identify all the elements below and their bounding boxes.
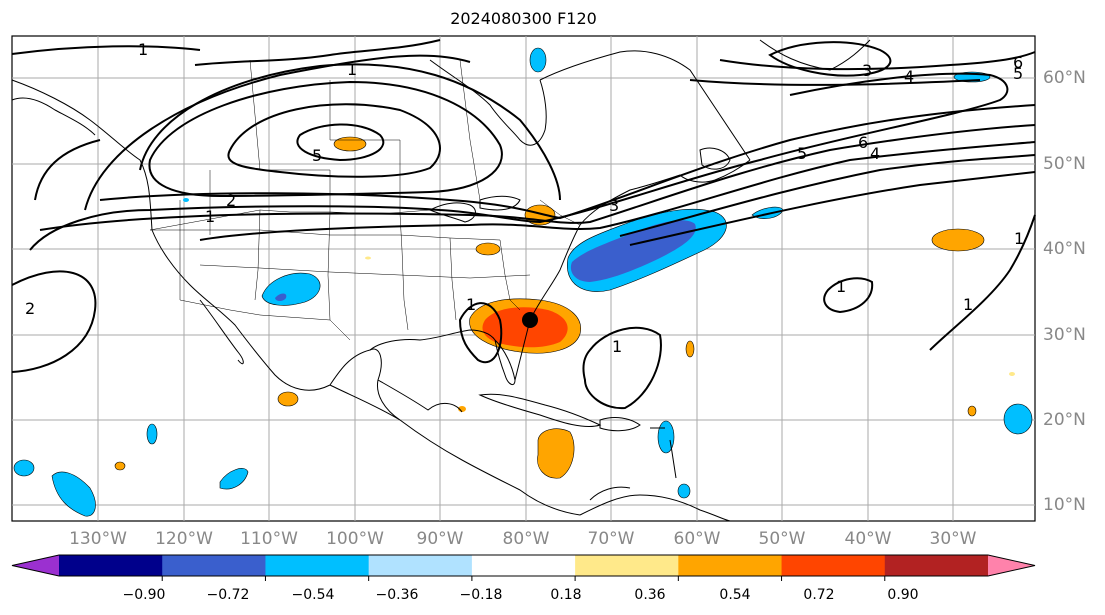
colorbar — [11, 554, 1036, 581]
contour-label: 3 — [609, 196, 619, 215]
lon-label: 40°W — [844, 529, 892, 549]
contour-labels: 1 1 1 1 1 1 1 1 2 2 3 3 4 4 5 5 5 6 6 — [25, 40, 1024, 356]
lon-label: 60°W — [673, 529, 721, 549]
colorbar-segment — [884, 555, 989, 576]
contour-label: 5 — [797, 144, 807, 163]
contour-lines — [11, 39, 1036, 410]
lon-label: 30°W — [929, 529, 977, 549]
colorbar-tick-label: 0.72 — [803, 587, 835, 603]
contour-label: 1 — [963, 295, 973, 314]
colorbar-segment — [575, 555, 679, 576]
colorbar-segment — [678, 555, 783, 576]
lon-label: 120°W — [155, 529, 213, 549]
lon-label: 130°W — [69, 529, 127, 549]
lat-label: 30°N — [1043, 325, 1086, 345]
contour-label: 1 — [347, 60, 357, 79]
lon-label: 110°W — [240, 529, 298, 549]
map-frame — [11, 35, 1036, 522]
lon-label: 50°W — [758, 529, 806, 549]
contour-label: 2 — [25, 299, 35, 318]
colorbar-extend-max — [988, 555, 1035, 576]
shaded-anomalies — [13, 47, 1033, 517]
colorbar-segment — [781, 555, 886, 576]
contour-label: 2 — [226, 191, 236, 210]
colorbar-segment — [265, 555, 370, 576]
storm-center-marker — [522, 312, 538, 328]
contour-label: 4 — [870, 144, 880, 163]
lat-label: 20°N — [1043, 410, 1086, 430]
contour-label: 1 — [612, 337, 622, 356]
contour-label: 4 — [904, 67, 914, 86]
colorbar-segment — [162, 555, 266, 576]
colorbar-tick-label: −0.36 — [375, 587, 419, 603]
colorbar-tick-label: 0.54 — [719, 587, 751, 603]
lon-label: 90°W — [416, 529, 464, 549]
lat-label: 50°N — [1043, 154, 1086, 174]
lat-label: 40°N — [1043, 239, 1086, 259]
colorbar-tick-label: 0.90 — [887, 587, 919, 603]
lon-label: 70°W — [587, 529, 635, 549]
colorbar-outline — [11, 554, 1036, 577]
colorbar-segment — [471, 555, 576, 576]
contour-label: 1 — [466, 295, 476, 314]
colorbar-tick-label: −0.72 — [206, 587, 250, 603]
colorbar-tick-label: −0.54 — [291, 587, 335, 603]
contour-label: 5 — [1013, 64, 1023, 83]
contour-label: 1 — [205, 207, 215, 226]
contour-label: 5 — [312, 146, 322, 165]
contour-label: 1 — [836, 277, 846, 296]
contour-label: 1 — [1014, 229, 1024, 248]
colorbar-extend-min — [12, 555, 59, 576]
graticule — [12, 36, 1035, 521]
colorbar-segment — [368, 555, 473, 576]
colorbar-segment — [59, 555, 163, 576]
lon-label: 100°W — [326, 529, 384, 549]
colorbar-tick-label: −0.90 — [122, 587, 166, 603]
colorbar-tick-label: −0.18 — [459, 587, 503, 603]
lon-label: 80°W — [502, 529, 550, 549]
colorbar-tick-label: 0.36 — [634, 587, 666, 603]
state-borders — [149, 59, 581, 341]
contour-label: 6 — [858, 133, 868, 152]
contour-label: 3 — [862, 61, 872, 80]
map-title: 2024080300 F120 — [450, 9, 597, 28]
lat-label: 10°N — [1043, 495, 1086, 515]
colorbar-tick-label: 0.18 — [550, 587, 582, 603]
lat-label: 60°N — [1043, 68, 1086, 88]
contour-label: 1 — [138, 40, 148, 59]
contour-label: 6 — [1013, 53, 1023, 72]
